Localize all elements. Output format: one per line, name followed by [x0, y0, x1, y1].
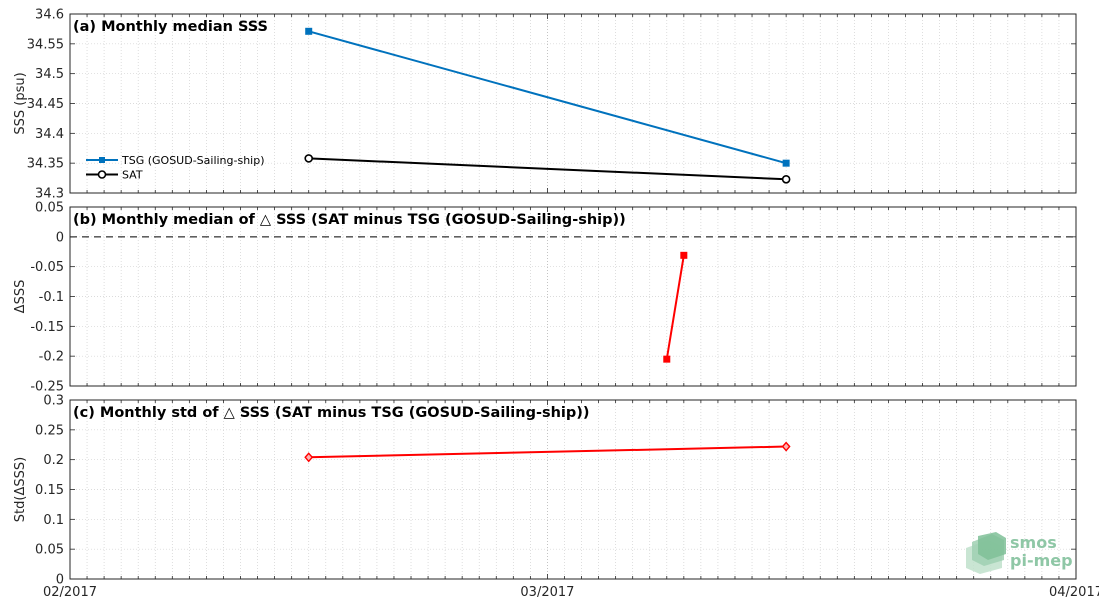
y-tick-label: 0 [56, 230, 64, 245]
panel-title: (a) Monthly median SSS [73, 19, 268, 35]
y-tick-label: 34.45 [27, 97, 64, 112]
data-point-circle [304, 154, 314, 163]
panel-title: (c) Monthly std of △ SSS (SAT minus TSG … [73, 405, 590, 421]
y-tick-label: 0.25 [35, 423, 64, 438]
data-point-circle [781, 174, 791, 184]
y-tick-label: -0.25 [30, 380, 64, 395]
y-axis-label: ΔSSS [13, 280, 28, 314]
series-line [665, 255, 685, 360]
y-tick-label: 34.6 [35, 8, 64, 23]
y-tick-label: 0.15 [35, 483, 64, 498]
legend-marker-circle [97, 170, 107, 179]
chart-panel-1: 34.3 34.35 34.4 34.45 34.5 34.55 34.6 SSS (psu)… [13, 8, 1077, 202]
series-line [308, 445, 787, 459]
logo-text-smos: smos [1010, 533, 1057, 552]
legend-label: TSG (GOSUD-Sailing-ship) [121, 154, 265, 167]
data-point-square [782, 159, 790, 167]
series-line [308, 157, 787, 181]
data-point-square [305, 27, 313, 35]
x-tick-label: 03/2017 [520, 585, 574, 600]
y-tick-label: -0.05 [30, 260, 64, 275]
chart-panel-2: -0.25 -0.2 -0.15 -0.1 -0.05 0 0.05 ΔSSS (b) Mont… [13, 201, 1077, 395]
data-point-diamond [781, 441, 791, 452]
y-axis-label: SSS (psu) [13, 72, 28, 134]
y-tick-label: 34.5 [35, 67, 64, 82]
x-tick-label: 02/2017 [43, 585, 97, 600]
chart-panel-3: 0 0.05 0.1 0.15 0.2 0.25 0.3 Std(ΔSSS) (c) Month… [13, 394, 1099, 601]
y-tick-label: 0 [56, 573, 64, 588]
x-tick-label: 04/2017 [1049, 585, 1099, 600]
y-tick-label: -0.2 [39, 350, 64, 365]
y-tick-label: -0.1 [39, 290, 64, 305]
y-tick-label: 34.4 [35, 127, 64, 142]
y-tick-label: 34.35 [27, 157, 64, 172]
logo-text-pimep: pi-mep [1010, 551, 1073, 570]
y-tick-label: 0.2 [43, 453, 64, 468]
y-tick-label: -0.15 [30, 320, 64, 335]
y-tick-label: 0.3 [43, 394, 64, 409]
legend-marker-square [99, 157, 105, 163]
y-tick-label: 34.55 [27, 37, 64, 52]
data-point-diamond [304, 452, 314, 463]
legend-label: SAT [122, 169, 143, 182]
y-tick-label: 0.05 [35, 201, 64, 216]
y-tick-label: 34.3 [35, 187, 64, 202]
y-axis-label: Std(ΔSSS) [13, 457, 28, 522]
logo: smos pi-mep [966, 532, 1073, 574]
y-tick-label: 0.05 [35, 543, 64, 558]
panel-title: (b) Monthly median of △ SSS (SAT minus T… [73, 212, 626, 228]
data-point-square [680, 251, 688, 259]
data-point-square [663, 355, 671, 363]
legend: TSG (GOSUD-Sailing-ship) SAT [86, 154, 265, 182]
y-tick-label: 0.1 [43, 513, 64, 528]
series-line [308, 30, 787, 165]
